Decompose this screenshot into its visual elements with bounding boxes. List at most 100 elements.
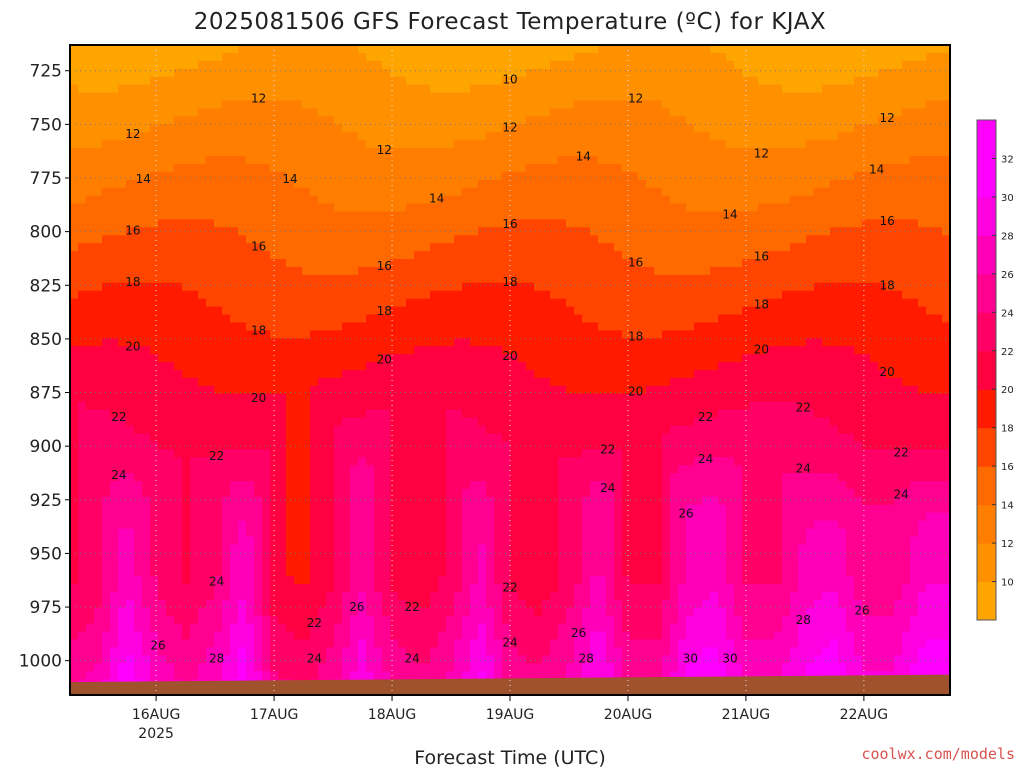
temperature-cell — [502, 370, 511, 379]
temperature-cell — [78, 449, 87, 458]
temperature-cell — [102, 251, 111, 260]
temperature-cell — [518, 124, 527, 133]
temperature-cell — [366, 92, 375, 102]
temperature-cell — [478, 116, 487, 125]
temperature-cell — [318, 45, 327, 54]
temperature-cell — [222, 536, 231, 545]
temperature-cell — [158, 243, 167, 252]
temperature-cell — [326, 544, 335, 553]
temperature-cell — [494, 235, 503, 244]
temperature-cell — [526, 282, 535, 292]
temperature-cell — [262, 219, 271, 228]
temperature-cell — [358, 92, 367, 102]
temperature-cell — [206, 671, 215, 680]
temperature-cell — [422, 631, 431, 641]
temperature-cell — [454, 560, 463, 569]
temperature-cell — [462, 362, 471, 371]
temperature-cell — [478, 84, 487, 94]
temperature-cell — [270, 92, 279, 102]
temperature-cell — [318, 171, 327, 181]
temperature-cell — [310, 60, 319, 70]
temperature-cell — [326, 179, 335, 189]
temperature-cell — [94, 457, 103, 466]
temperature-cell — [254, 163, 263, 173]
temperature-cell — [430, 512, 439, 522]
temperature-cell — [262, 330, 271, 339]
temperature-cell — [510, 496, 519, 506]
temperature-cell — [318, 354, 327, 363]
temperature-cell — [254, 52, 263, 62]
temperature-cell — [518, 259, 527, 268]
temperature-cell — [286, 108, 295, 117]
temperature-cell — [318, 591, 327, 601]
temperature-cell — [206, 417, 215, 427]
temperature-cell — [222, 187, 231, 197]
temperature-cell — [526, 266, 535, 276]
temperature-cell — [94, 377, 103, 387]
temperature-cell — [78, 623, 87, 633]
temperature-cell — [550, 473, 559, 482]
temperature-cell — [470, 496, 479, 506]
temperature-cell — [502, 409, 511, 419]
temperature-cell — [238, 259, 247, 268]
temperature-cell — [78, 544, 87, 553]
temperature-cell — [318, 266, 327, 276]
temperature-cell — [174, 266, 183, 276]
temperature-cell — [414, 607, 423, 617]
temperature-cell — [70, 552, 79, 561]
temperature-cell — [78, 568, 87, 577]
temperature-cell — [262, 116, 271, 125]
temperature-cell — [550, 568, 559, 577]
temperature-cell — [390, 306, 399, 316]
temperature-cell — [222, 282, 231, 292]
temperature-cell — [414, 52, 423, 62]
temperature-cell — [382, 544, 391, 553]
temperature-cell — [494, 528, 503, 538]
temperature-cell — [326, 243, 335, 252]
temperature-cell — [142, 401, 151, 411]
temperature-cell — [470, 449, 479, 458]
temperature-cell — [454, 473, 463, 482]
temperature-cell — [78, 488, 87, 498]
temperature-cell — [86, 203, 95, 213]
temperature-cell — [398, 60, 407, 70]
temperature-cell — [230, 108, 239, 117]
temperature-cell — [526, 504, 535, 514]
temperature-cell — [486, 496, 495, 506]
temperature-cell — [182, 227, 191, 236]
temperature-cell — [478, 441, 487, 450]
temperature-cell — [438, 45, 447, 54]
temperature-cell — [70, 290, 79, 300]
temperature-cell — [70, 195, 79, 205]
temperature-cell — [294, 504, 303, 514]
temperature-cell — [414, 671, 423, 680]
temperature-cell — [326, 282, 335, 292]
temperature-cell — [294, 449, 303, 458]
temperature-cell — [430, 528, 439, 538]
temperature-cell — [470, 560, 479, 569]
temperature-cell — [278, 544, 287, 553]
temperature-cell — [382, 266, 391, 276]
temperature-cell — [350, 179, 359, 189]
temperature-cell — [430, 607, 439, 617]
temperature-cell — [142, 393, 151, 403]
temperature-cell — [278, 576, 287, 585]
temperature-cell — [534, 203, 543, 213]
temperature-cell — [462, 615, 471, 625]
temperature-cell — [206, 92, 215, 102]
temperature-cell — [206, 274, 215, 284]
temperature-cell — [254, 148, 263, 157]
temperature-cell — [366, 591, 375, 601]
temperature-cell — [398, 68, 407, 78]
temperature-cell — [358, 584, 367, 593]
temperature-cell — [198, 425, 207, 435]
temperature-cell — [278, 473, 287, 482]
temperature-cell — [94, 274, 103, 284]
temperature-cell — [102, 76, 111, 86]
temperature-cell — [326, 377, 335, 387]
temperature-cell — [534, 591, 543, 601]
temperature-cell — [542, 599, 551, 609]
temperature-cell — [406, 473, 415, 482]
temperature-cell — [470, 92, 479, 102]
temperature-cell — [422, 457, 431, 466]
